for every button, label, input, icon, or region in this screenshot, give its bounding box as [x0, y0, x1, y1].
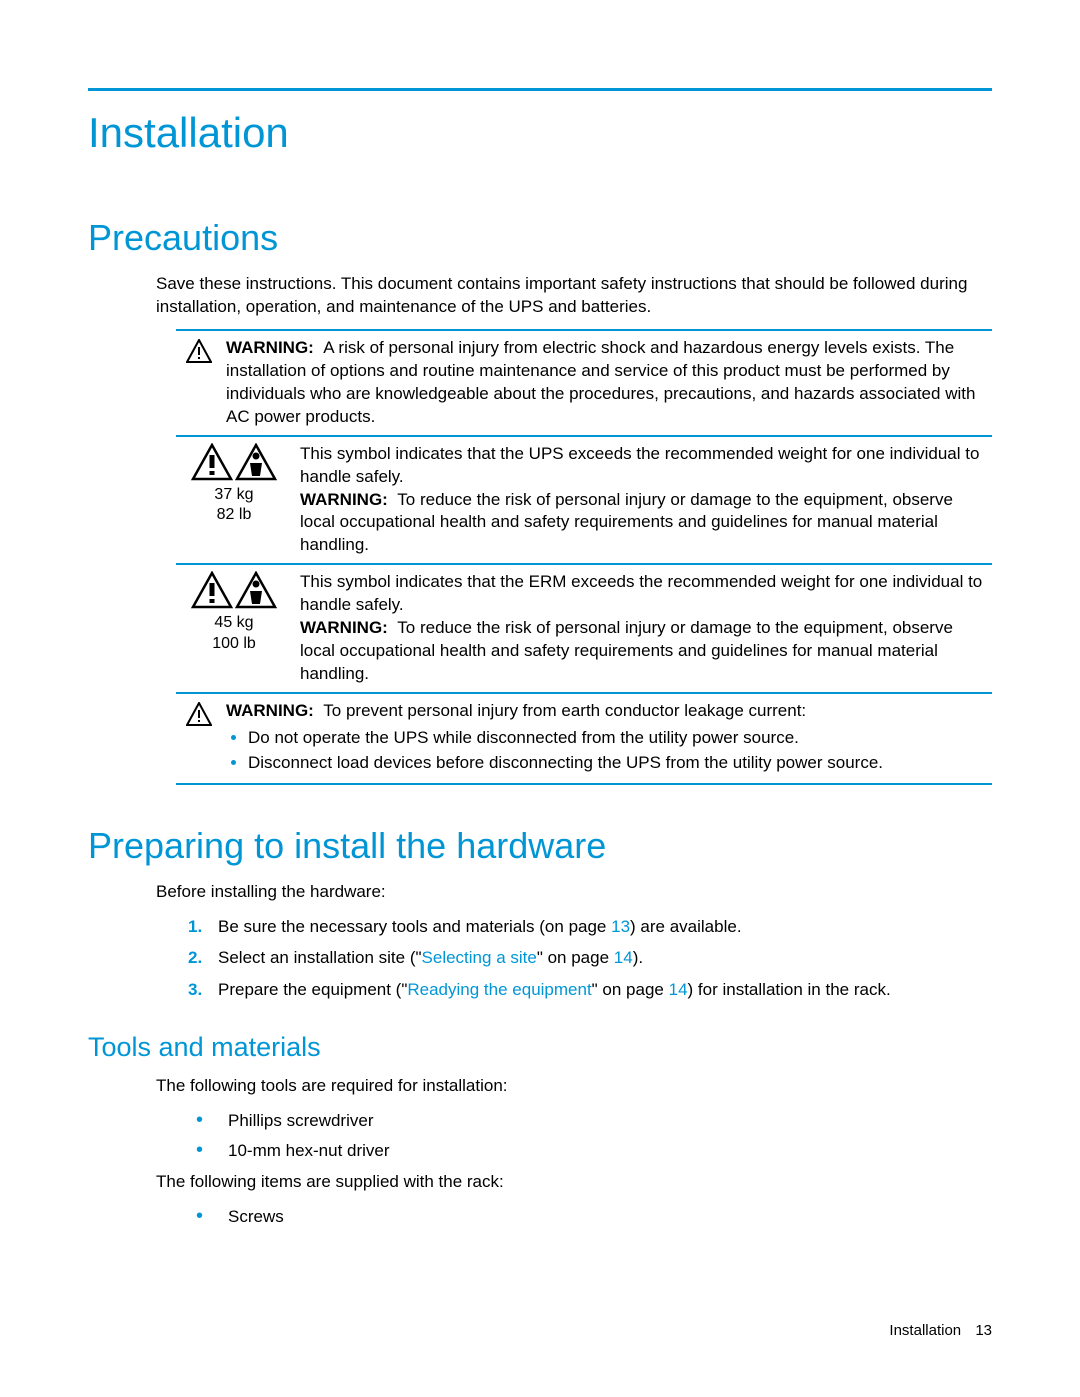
- warning-label: WARNING:: [226, 338, 314, 357]
- page-link[interactable]: 13: [611, 917, 630, 936]
- weight-2-kg: 45 kg: [176, 613, 292, 634]
- weight-2-body: To reduce the risk of personal injury or…: [300, 618, 953, 683]
- preparing-steps: Be sure the necessary tools and material…: [188, 914, 992, 1003]
- warning-label: WARNING:: [226, 701, 314, 720]
- page-link[interactable]: 14: [614, 948, 633, 967]
- warning-1-body: A risk of personal injury from electric …: [226, 338, 975, 426]
- warning-1-text: WARNING: A risk of personal injury from …: [222, 337, 992, 429]
- warning-2-intro: To prevent personal injury from earth co…: [323, 701, 806, 720]
- step-1: Be sure the necessary tools and material…: [188, 914, 992, 940]
- warning-label: WARNING:: [300, 490, 388, 509]
- weight-1-kg: 37 kg: [176, 485, 292, 506]
- weight-1-intro: This symbol indicates that the UPS excee…: [300, 444, 979, 486]
- section-precautions: Precautions: [88, 217, 992, 259]
- footer-page-number: 13: [975, 1322, 992, 1339]
- weight-1-lb: 82 lb: [176, 505, 292, 526]
- list-item: Phillips screwdriver: [188, 1108, 992, 1134]
- warning-block-2: WARNING: To prevent personal injury from…: [176, 694, 992, 785]
- precautions-intro: Save these instructions. This document c…: [156, 273, 992, 319]
- step-2: Select an installation site ("Selecting …: [188, 945, 992, 971]
- tools-intro1: The following tools are required for ins…: [156, 1075, 992, 1098]
- weight-1-body: To reduce the risk of personal injury or…: [300, 490, 953, 555]
- warning-label: WARNING:: [300, 618, 388, 637]
- footer-section: Installation: [889, 1322, 961, 1339]
- step-3: Prepare the equipment ("Readying the equ…: [188, 977, 992, 1003]
- weight-icon-1: 37 kg 82 lb: [176, 443, 292, 558]
- weight-block-2: 45 kg 100 lb This symbol indicates that …: [176, 565, 992, 694]
- weight-2-intro: This symbol indicates that the ERM excee…: [300, 572, 982, 614]
- warning-block-1: WARNING: A risk of personal injury from …: [176, 329, 992, 437]
- weight-block-1: 37 kg 82 lb This symbol indicates that t…: [176, 437, 992, 566]
- weight-2-lb: 100 lb: [176, 634, 292, 655]
- tools-intro2: The following items are supplied with th…: [156, 1171, 992, 1194]
- tools-list-1: Phillips screwdriver 10-mm hex-nut drive…: [188, 1108, 992, 1163]
- warning-2-bullet-2: Disconnect load devices before disconnec…: [248, 752, 992, 775]
- warning-2-bullet-1: Do not operate the UPS while disconnecte…: [248, 727, 992, 750]
- page-footer: Installation 13: [889, 1322, 992, 1339]
- warning-icon: [176, 700, 222, 777]
- list-item: Screws: [188, 1204, 992, 1230]
- list-item: 10-mm hex-nut driver: [188, 1138, 992, 1164]
- warning-icon: [176, 337, 222, 429]
- cross-ref-link[interactable]: Selecting a site: [422, 948, 537, 967]
- cross-ref-link[interactable]: Readying the equipment: [407, 980, 591, 999]
- preparing-intro: Before installing the hardware:: [156, 881, 992, 904]
- page-title: Installation: [88, 109, 992, 157]
- weight-icon-2: 45 kg 100 lb: [176, 571, 292, 686]
- top-rule: [88, 88, 992, 91]
- weight-2-text: This symbol indicates that the ERM excee…: [292, 571, 992, 686]
- page-link[interactable]: 14: [669, 980, 688, 999]
- warning-2-bullets: Do not operate the UPS while disconnecte…: [248, 727, 992, 775]
- warning-2-text: WARNING: To prevent personal injury from…: [222, 700, 992, 777]
- section-tools: Tools and materials: [88, 1032, 992, 1063]
- section-preparing: Preparing to install the hardware: [88, 825, 992, 867]
- tools-list-2: Screws: [188, 1204, 992, 1230]
- weight-1-text: This symbol indicates that the UPS excee…: [292, 443, 992, 558]
